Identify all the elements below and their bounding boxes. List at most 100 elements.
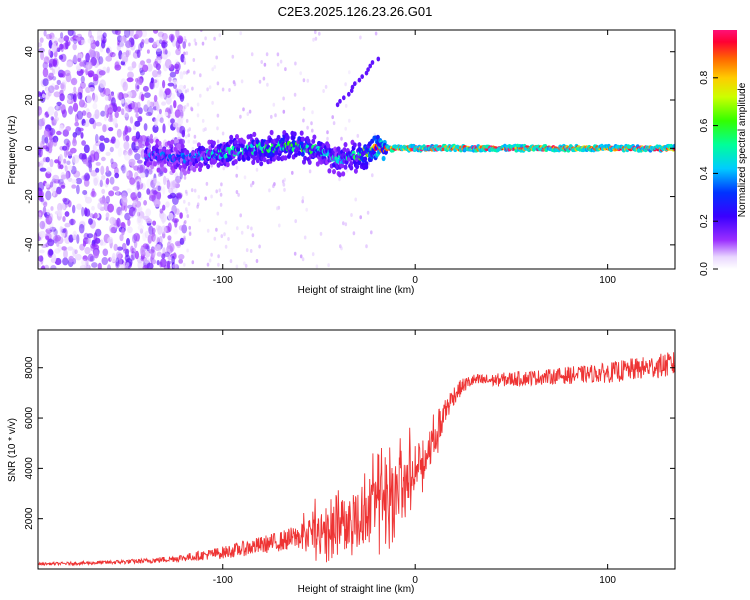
noise-cell [120, 35, 125, 43]
noise-cell [281, 179, 285, 184]
noise-cell [177, 132, 182, 138]
noise-cell [104, 112, 108, 122]
signal-cell [307, 159, 312, 165]
noise-cell [112, 104, 118, 113]
signal-cell [269, 129, 274, 136]
noise-cell [72, 138, 77, 147]
noise-cell [92, 73, 99, 82]
noise-cell [135, 82, 140, 92]
noise-cell [359, 215, 363, 220]
noise-cell [108, 127, 114, 132]
noise-cell [208, 85, 212, 90]
noise-cell [196, 102, 200, 107]
noise-cell [113, 243, 118, 251]
signal-cell [185, 149, 190, 155]
noise-cell [136, 159, 143, 164]
noise-cell [185, 70, 189, 75]
noise-cell [78, 99, 86, 108]
noise-cell [139, 246, 146, 256]
noise-cell [233, 82, 237, 87]
noise-cell [183, 199, 186, 204]
noise-cell [354, 197, 358, 202]
noise-cell [134, 171, 139, 180]
signal-cell [188, 160, 193, 166]
noise-cell [123, 108, 129, 118]
noise-cell [82, 190, 88, 195]
noise-cell [193, 70, 196, 75]
signal-cell [343, 164, 348, 170]
x-tick-label: -100 [213, 275, 233, 286]
signal-cell [252, 155, 257, 161]
noise-cell [39, 37, 44, 43]
noise-cell [171, 255, 175, 266]
x-tick-label: 100 [599, 275, 616, 286]
noise-cell [81, 206, 85, 217]
noise-cell [326, 130, 329, 135]
noise-cell [59, 124, 64, 132]
noise-cell [165, 88, 172, 99]
noise-cell [49, 32, 55, 40]
noise-cell [65, 142, 70, 151]
noise-cell [64, 211, 70, 217]
noise-cell [131, 247, 136, 254]
noise-cell [120, 221, 126, 228]
noise-cell [240, 79, 244, 84]
signal-cell [194, 163, 199, 169]
noise-cell [72, 95, 76, 101]
noise-cell [99, 142, 105, 152]
noise-cell [50, 231, 56, 241]
noise-cell [302, 118, 305, 123]
signal-cell [341, 171, 346, 177]
noise-cell [179, 92, 185, 102]
noise-cell [344, 103, 348, 108]
noise-cell [92, 92, 96, 101]
noise-cell [51, 36, 59, 45]
noise-cell [109, 176, 115, 185]
noise-cell [38, 262, 41, 268]
noise-cell [51, 253, 57, 263]
noise-cell [68, 165, 73, 171]
noise-cell [95, 133, 99, 144]
noise-cell [149, 189, 156, 199]
signal-cell [235, 134, 239, 140]
noise-cell [106, 47, 110, 54]
noise-cell [148, 249, 155, 254]
noise-cell [371, 173, 374, 178]
signal-cell [255, 157, 260, 164]
noise-cell [67, 154, 73, 159]
noise-cell [141, 39, 145, 45]
noise-cell [258, 79, 262, 84]
noise-cell [42, 61, 48, 70]
noise-cell [144, 257, 150, 264]
noise-cell [42, 93, 46, 99]
noise-cell [169, 104, 173, 115]
noise-cell [132, 234, 137, 244]
noise-cell [87, 155, 92, 164]
noise-cell [213, 236, 217, 241]
snr-panel: -100 0 100 2000 4000 6000 8000 Height of strai… [7, 329, 676, 595]
signal-cell [149, 138, 154, 144]
streak-cell [338, 98, 342, 104]
spectrogram-frame [37, 29, 676, 270]
noise-cell [168, 187, 174, 194]
noise-cell [227, 237, 230, 241]
noise-cell [101, 188, 106, 194]
noise-cell [70, 218, 74, 226]
signal-cell [276, 155, 281, 161]
noise-cell [43, 114, 47, 123]
noise-cell [101, 40, 106, 49]
signal-cell [157, 140, 162, 146]
noise-cell [188, 42, 191, 47]
colorbar-gradient [713, 30, 737, 269]
signal-cell [311, 138, 316, 144]
noise-cell [199, 93, 202, 98]
noise-cell [186, 128, 190, 133]
noise-cell [100, 241, 107, 246]
noise-cell [113, 203, 118, 214]
noise-cell [175, 39, 181, 50]
noise-cell [146, 99, 151, 107]
noise-cell [59, 225, 63, 233]
noise-cell [249, 249, 253, 253]
noise-cell [133, 239, 138, 249]
noise-cell [151, 79, 158, 84]
